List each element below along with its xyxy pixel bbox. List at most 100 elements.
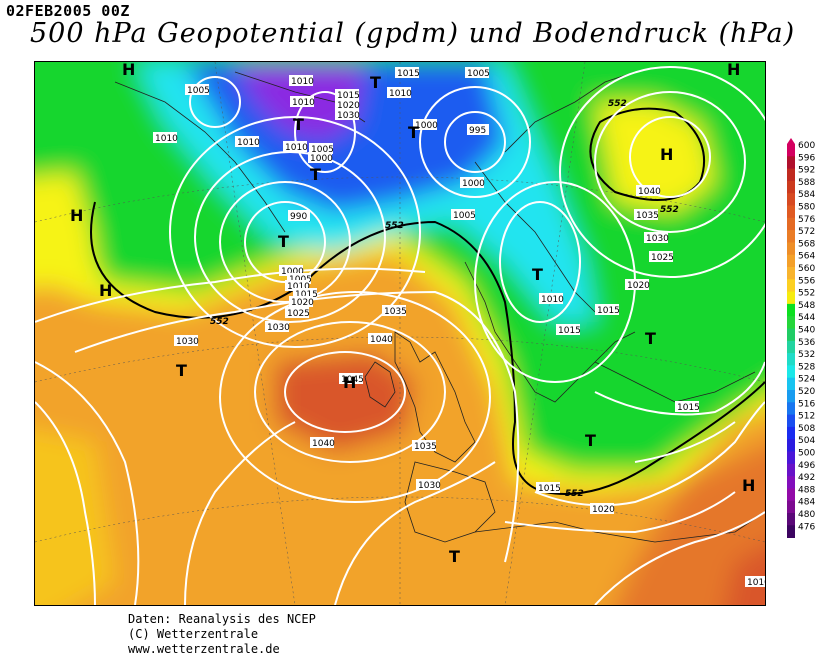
footer: Daten: Reanalysis des NCEP (C) Wetterzen… (128, 612, 316, 657)
isobar-label: 1035 (382, 305, 407, 317)
weather-map: 1010 1015 1005 995 1000 1010 1015 1005 1… (34, 61, 766, 606)
svg-text:1015: 1015 (677, 403, 700, 413)
svg-text:1010: 1010 (541, 295, 564, 305)
legend-swatch (787, 415, 795, 428)
isobar-label: 1015 (536, 482, 561, 494)
isobar-label: 1035 (634, 209, 659, 221)
svg-text:1035: 1035 (384, 307, 407, 317)
isobar-label: 1010 (290, 96, 315, 108)
svg-text:995: 995 (469, 126, 486, 136)
legend-value: 596 (798, 153, 815, 163)
legend-value: 580 (798, 203, 815, 213)
legend-swatch (787, 464, 795, 477)
legend-value: 540 (798, 326, 815, 336)
legend-value: 484 (798, 498, 815, 508)
isobar-label: 1030 (644, 232, 669, 244)
svg-text:1030: 1030 (337, 111, 360, 121)
svg-text:1040: 1040 (370, 335, 393, 345)
legend-swatch (787, 427, 795, 440)
isobar-label: 1000 (308, 152, 333, 164)
isobar-label: 1015 (556, 324, 581, 336)
isobar-label: 1005 (451, 209, 476, 221)
isobar-label: 1015 (395, 67, 420, 79)
isobar-label: 1010 (539, 293, 564, 305)
isobar-label: 1010 (745, 576, 765, 588)
contour-552-label: 552 (565, 489, 584, 499)
isobar-label: 1010 (289, 75, 314, 87)
isobar-label: 1030 (416, 479, 441, 491)
legend-swatch (787, 329, 795, 342)
isobar-label: 1015 (595, 304, 620, 316)
legend-swatch (787, 402, 795, 415)
legend-swatch (787, 501, 795, 514)
legend-swatch (787, 353, 795, 366)
map-canvas: 1010 1015 1005 995 1000 1010 1015 1005 1… (35, 62, 765, 605)
svg-text:1015: 1015 (35, 62, 58, 65)
legend-swatch (787, 193, 795, 206)
svg-text:1025: 1025 (651, 253, 674, 263)
svg-text:1040: 1040 (312, 439, 335, 449)
svg-text:1030: 1030 (267, 323, 290, 333)
legend-swatch (787, 304, 795, 317)
legend-swatch (787, 206, 795, 219)
legend-value: 512 (798, 412, 815, 422)
isobar-label: 1010 (387, 87, 412, 99)
high-marker: H (122, 62, 135, 79)
legend-swatch (787, 230, 795, 243)
legend-value: 560 (798, 264, 815, 274)
svg-text:1020: 1020 (627, 281, 650, 291)
legend-swatch (787, 181, 795, 194)
svg-text:1015: 1015 (597, 306, 620, 316)
legend-value: 476 (798, 522, 815, 532)
isobar-label: 1020 (590, 503, 615, 515)
legend-value: 516 (798, 399, 815, 409)
isobar-label: 1000 (460, 177, 485, 189)
footer-url[interactable]: www.wetterzentrale.de (128, 642, 316, 657)
contour-552-label: 552 (385, 221, 404, 231)
legend-value: 568 (798, 239, 815, 249)
legend-swatch (787, 156, 795, 169)
legend-swatch (787, 439, 795, 452)
svg-text:1025: 1025 (287, 309, 310, 319)
svg-text:1005: 1005 (187, 86, 210, 96)
isobar-label: 1040 (368, 333, 393, 345)
svg-text:1010: 1010 (237, 138, 260, 148)
svg-text:1015: 1015 (397, 69, 420, 79)
legend-value: 496 (798, 461, 815, 471)
low-marker: T (176, 361, 187, 380)
isobar-label: 1020 (289, 296, 314, 308)
svg-text:990: 990 (290, 212, 307, 222)
legend-value: 480 (798, 510, 815, 520)
legend-swatch (787, 525, 795, 538)
isobar-label: 1030 (265, 321, 290, 333)
legend-value: 564 (798, 252, 815, 262)
isobar-label: 1015 (35, 62, 58, 65)
legend-swatch (787, 267, 795, 280)
high-marker: H (99, 281, 112, 300)
legend-swatch (787, 513, 795, 526)
legend-swatch (787, 242, 795, 255)
isobar-label: 1040 (636, 185, 661, 197)
isobar-label: 1025 (285, 307, 310, 319)
low-marker: T (310, 165, 321, 184)
legend-value: 528 (798, 362, 815, 372)
footer-source: Daten: Reanalysis des NCEP (128, 612, 316, 627)
legend-swatch (787, 378, 795, 391)
legend-swatch (787, 316, 795, 329)
isobar-label: 1005 (185, 84, 210, 96)
legend-value: 572 (798, 227, 815, 237)
low-marker: T (370, 73, 381, 92)
svg-text:1010: 1010 (747, 578, 765, 588)
legend-value: 524 (798, 375, 815, 385)
contour-552-label: 552 (660, 205, 679, 215)
legend-value: 592 (798, 166, 815, 176)
svg-text:1035: 1035 (636, 211, 659, 221)
legend-value: 588 (798, 178, 815, 188)
high-marker: H (70, 206, 83, 225)
legend-value: 584 (798, 190, 815, 200)
low-marker: T (532, 265, 543, 284)
low-marker: T (278, 232, 289, 251)
svg-text:1040: 1040 (638, 187, 661, 197)
svg-text:1015: 1015 (558, 326, 581, 336)
